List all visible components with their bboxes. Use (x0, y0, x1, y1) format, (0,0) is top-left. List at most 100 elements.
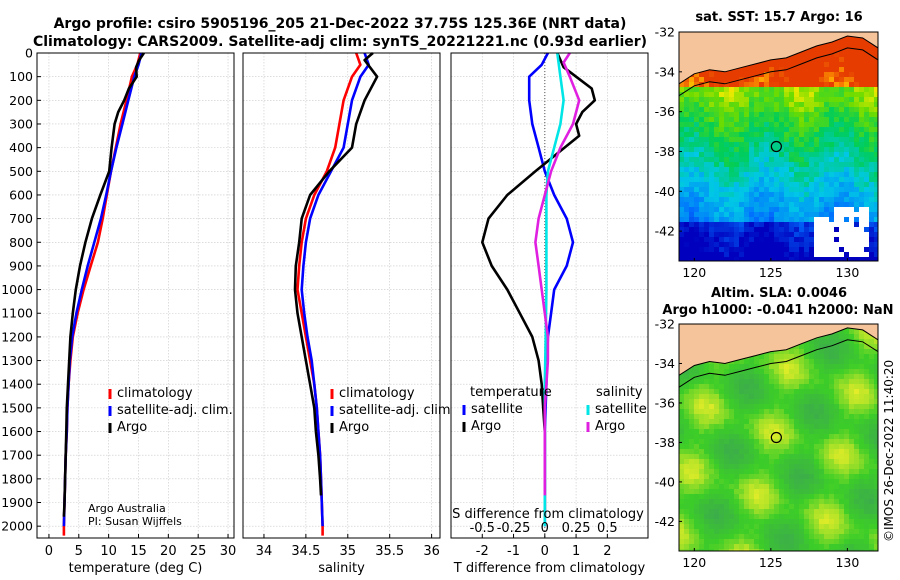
sst-cell (759, 162, 765, 168)
sla-cell (824, 514, 830, 520)
sla-cell (714, 549, 720, 551)
sst-cell (769, 157, 775, 163)
sst-cell (799, 122, 805, 128)
sla-cell (804, 389, 810, 395)
sla-cell (799, 524, 805, 530)
sst-cell (874, 127, 878, 133)
sla-cell (854, 369, 860, 375)
sst-cell (799, 197, 805, 203)
sla-cell (789, 394, 795, 400)
sla-cell (704, 449, 710, 455)
sla-cell (789, 439, 795, 445)
sla-cell (799, 519, 805, 525)
sla-cell (849, 354, 855, 360)
sla-cell (704, 379, 710, 385)
sst-cell (784, 142, 790, 148)
sst-cell (854, 57, 860, 63)
sla-cell (699, 449, 705, 455)
sst-cell (829, 117, 835, 123)
sla-cell (864, 349, 870, 355)
sla-cell (694, 369, 700, 375)
sst-cell (809, 257, 815, 261)
sla-cell (784, 354, 790, 360)
sla-cell (734, 534, 740, 540)
sst-cell (854, 252, 860, 258)
sst-cell (799, 182, 805, 188)
salinity-legend-label: satellite-adj. clim. (339, 403, 455, 418)
sst-cell (869, 122, 875, 128)
sla-cell (759, 374, 765, 380)
sla-cell (739, 499, 745, 505)
sst-cell (869, 52, 875, 58)
sla-cell (734, 424, 740, 430)
sst-cell (844, 217, 850, 223)
sla-cell (844, 469, 850, 475)
sst-cell (764, 67, 770, 73)
sla-cell (769, 404, 775, 410)
sla-cell (869, 399, 875, 405)
sst-cell (849, 62, 855, 68)
sla-cell (854, 469, 860, 475)
sla-cell (679, 474, 685, 480)
sst-cell (774, 167, 780, 173)
sla-cell (779, 394, 785, 400)
sst-cell (744, 212, 750, 218)
sst-cell (844, 127, 850, 133)
sst-cell (854, 222, 860, 228)
sst-cell (834, 122, 840, 128)
sst-cell (834, 97, 840, 103)
sst-cell (719, 82, 725, 88)
sla-cell (704, 479, 710, 485)
sst-cell (769, 112, 775, 118)
sst-cell (734, 87, 740, 93)
sst-cell (764, 172, 770, 178)
sla-cell (714, 404, 720, 410)
sla-cell (764, 519, 770, 525)
sla-cell (694, 539, 700, 545)
sst-cell (829, 167, 835, 173)
sst-cell (819, 207, 825, 213)
sla-cell (809, 464, 815, 470)
sst-cell (679, 137, 685, 143)
sst-cell (824, 237, 830, 243)
sla-cell (824, 519, 830, 525)
sla-cell (859, 484, 865, 490)
sst-cell (784, 107, 790, 113)
sst-cell (799, 257, 805, 261)
sla-cell (864, 499, 870, 505)
sla-cell (799, 384, 805, 390)
sla-cell (869, 459, 875, 465)
sla-cell (719, 519, 725, 525)
sst-cell (834, 47, 840, 53)
sla-cell (744, 389, 750, 395)
sla-cell (814, 499, 820, 505)
sla-cell (734, 499, 740, 505)
sla-cell (789, 379, 795, 385)
sla-cell (814, 539, 820, 545)
sst-cell (729, 197, 735, 203)
difference-series-t-argo (480, 52, 597, 517)
sst-cell (859, 237, 865, 243)
sla-cell (869, 504, 875, 510)
sst-cell (839, 137, 845, 143)
sla-cell (829, 364, 835, 370)
sst-cell (679, 182, 685, 188)
sst-cell (759, 82, 765, 88)
sst-cell (729, 152, 735, 158)
sst-cell (759, 167, 765, 173)
sla-cell (749, 424, 755, 430)
sla-cell (874, 349, 878, 355)
sst-cell (859, 57, 865, 63)
sst-cell (764, 162, 770, 168)
sst-cell (699, 227, 705, 233)
sla-cell (694, 449, 700, 455)
sla-cell (849, 534, 855, 540)
difference-xlabel: T difference from climatology (453, 561, 646, 576)
sla-cell (689, 494, 695, 500)
sla-cell (714, 544, 720, 550)
sst-cell (839, 232, 845, 238)
sla-cell (689, 499, 695, 505)
sla-cell (824, 454, 830, 460)
sst-cell (814, 62, 820, 68)
sla-cell (874, 514, 878, 520)
